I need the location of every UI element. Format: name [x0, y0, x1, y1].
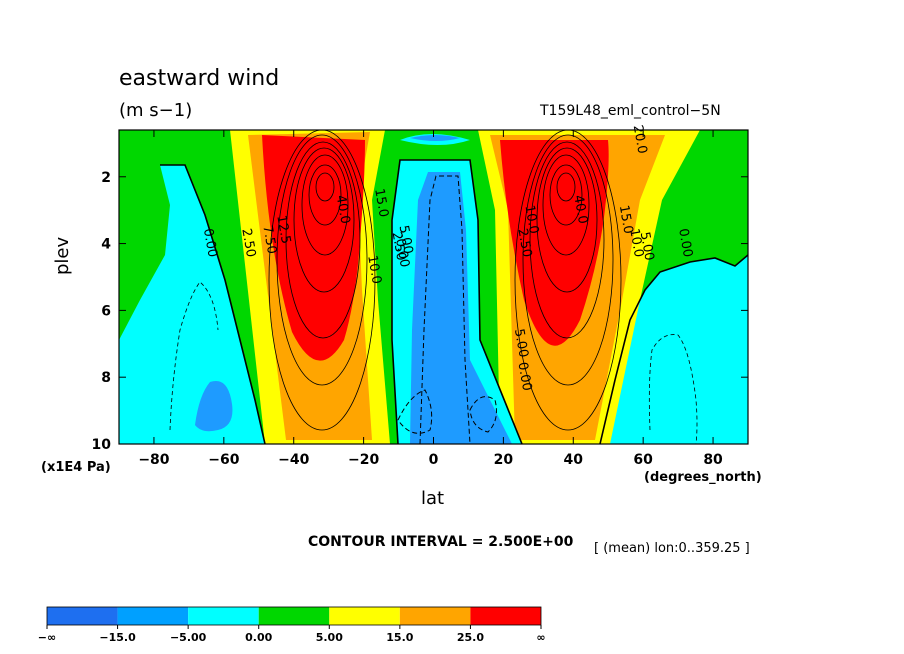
contour-label: 20.0 — [630, 124, 650, 155]
colorbar-label: 0.00 — [245, 631, 272, 644]
contour-label: 2.50 — [389, 231, 409, 262]
colorbar-segment — [399, 607, 471, 625]
contour-label: 0.00 — [200, 227, 220, 258]
contour-interval-label: CONTOUR INTERVAL = 2.500E+00 — [308, 534, 574, 550]
colorbar-segment — [188, 607, 259, 625]
units-label: (m s−1) — [119, 100, 193, 121]
region-left-blue — [195, 380, 233, 432]
contour-label: 10.0 — [521, 204, 541, 235]
x-axis-label: lat — [421, 488, 445, 509]
easterly-contours — [397, 175, 497, 444]
contour-label: 40.0 — [333, 194, 353, 225]
contour-label: 2.50 — [514, 227, 534, 258]
x-tick-label: 60 — [633, 452, 653, 468]
y-axis-units: (x1E4 Pa) — [41, 460, 111, 475]
colorbar: −∞ −15.0 −5.00 0.00 5.00 15.0 25.0 ∞ — [38, 606, 546, 644]
contour-field — [119, 130, 748, 444]
contour-label: 12.5 — [273, 214, 293, 245]
colorbar-label: 15.0 — [386, 631, 413, 644]
y-axis: 2 4 6 8 10 — [92, 170, 748, 453]
x-tick-label: −40 — [278, 452, 309, 468]
contour-label: 7.50 — [259, 224, 279, 255]
contour-label: 2.50 — [238, 227, 258, 258]
equatorial-blue — [410, 172, 512, 444]
run-label: T159L48_eml_control−5N — [540, 103, 721, 119]
contour-label: 5.00 — [396, 224, 416, 255]
x-tick-label: 80 — [703, 452, 723, 468]
contour-label: 5.00 — [511, 328, 531, 359]
jet-north-contours — [514, 130, 622, 431]
contour-label: 5.00 — [637, 231, 657, 262]
region-right-cyan — [600, 255, 748, 444]
jet-south-contours — [268, 130, 376, 431]
x-axis-units: (degrees_north) — [644, 470, 762, 485]
x-tick-label: −60 — [208, 452, 239, 468]
x-tick-label: 0 — [429, 452, 439, 468]
y-tick-label: 10 — [92, 437, 112, 453]
contour-label: 10.0 — [626, 227, 646, 258]
colorbar-label: 5.00 — [316, 631, 343, 644]
contour-left-dashed — [169, 281, 219, 431]
colorbar-label: 25.0 — [457, 631, 484, 644]
contour-right-dashed — [648, 334, 698, 444]
colorbar-label: −15.0 — [99, 631, 136, 644]
mean-label: [ (mean) lon:0..359.25 ] — [594, 541, 750, 556]
contour-label: 0.00 — [514, 361, 534, 392]
contour-label: 0.00 — [675, 227, 695, 258]
colorbar-label: −∞ — [38, 631, 56, 644]
zero-contours — [160, 159, 748, 444]
x-axis: −80 −60 −40 −20 0 20 40 60 80 — [138, 130, 723, 468]
region-left-cyan — [119, 165, 265, 444]
colorbar-segment — [258, 607, 330, 625]
colorbar-segment — [470, 607, 541, 625]
colorbar-segment — [47, 607, 118, 625]
x-tick-label: 40 — [564, 452, 584, 468]
y-tick-label: 4 — [101, 237, 111, 253]
contour-label: 15.0 — [616, 204, 636, 235]
y-tick-label: 8 — [101, 370, 111, 386]
y-tick-label: 2 — [101, 170, 111, 186]
contour-label: 15.0 — [371, 187, 391, 218]
colorbar-segment — [329, 607, 400, 625]
contour-label: 10.0 — [364, 254, 384, 285]
colorbar-segment — [117, 607, 189, 625]
x-tick-label: −80 — [138, 452, 169, 468]
colorbar-frame — [46, 606, 542, 626]
colorbar-label: −5.00 — [170, 631, 207, 644]
chart-title: eastward wind — [119, 66, 280, 91]
top-blue-lens — [410, 135, 460, 141]
y-tick-label: 6 — [101, 303, 111, 319]
contour-label: 0.00 — [392, 237, 412, 268]
contour-label: 40.0 — [570, 194, 590, 225]
x-tick-label: 20 — [494, 452, 514, 468]
x-tick-label: −20 — [348, 452, 379, 468]
colorbar-label: ∞ — [536, 631, 545, 644]
